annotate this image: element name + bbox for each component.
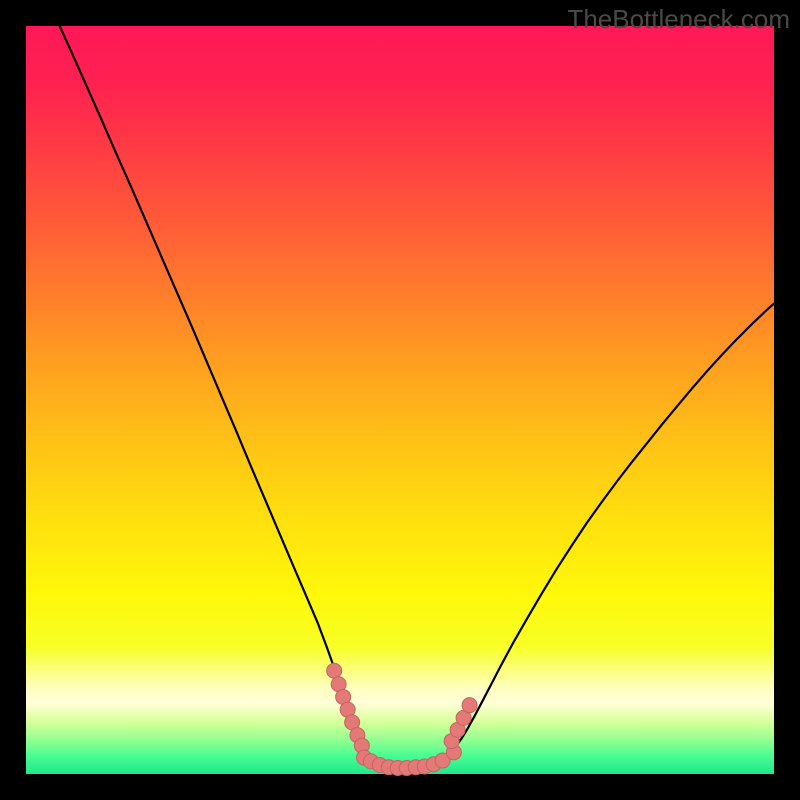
watermark-label: TheBottleneck.com <box>567 4 790 35</box>
plot-area <box>26 26 774 774</box>
